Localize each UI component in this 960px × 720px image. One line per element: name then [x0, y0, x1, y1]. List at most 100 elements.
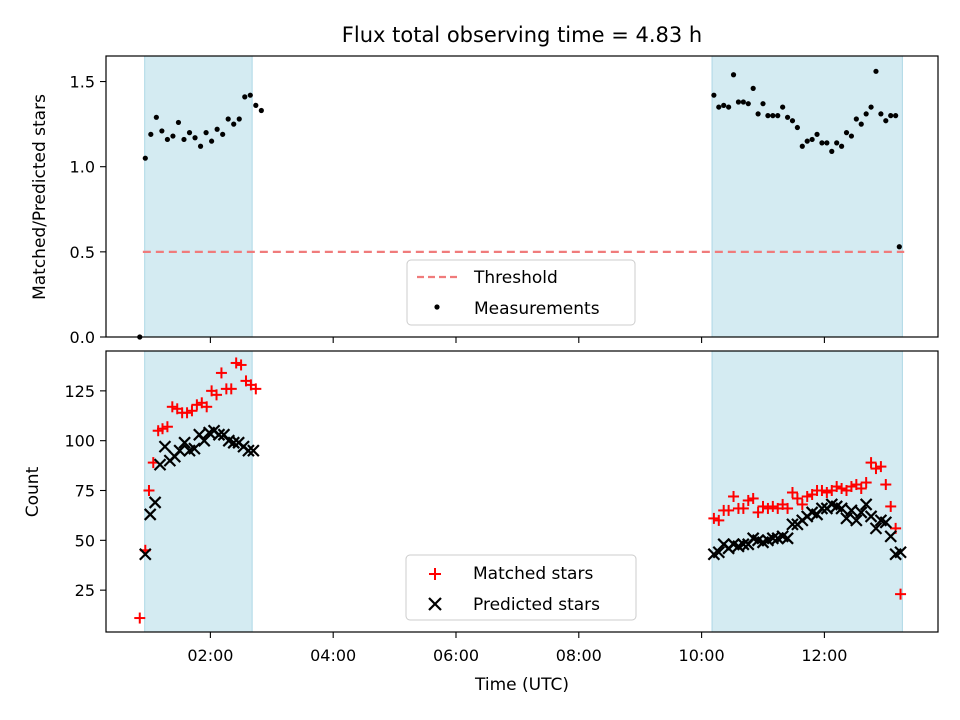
matched-star-point	[836, 483, 848, 495]
measurement-point	[750, 85, 756, 91]
ratio-legend: Threshold Measurements	[406, 259, 636, 326]
measurement-point	[197, 143, 204, 149]
matched-star-point	[742, 494, 754, 506]
y-tick-label: 25	[75, 581, 95, 600]
ratio-panel: 0.0 0.5 1.0 1.5 Matched/Predicted stars Thr…	[30, 55, 939, 347]
predicted-star-point	[786, 518, 799, 531]
measurement-point	[253, 102, 259, 108]
y-tick-label: 125	[64, 382, 95, 401]
observing-window-shade	[144, 350, 253, 633]
matched-star-point	[801, 490, 813, 502]
matched-star-point	[782, 502, 794, 514]
measurement-point	[799, 143, 805, 149]
measurement-point	[258, 107, 264, 114]
measurement-point	[726, 104, 732, 110]
matched-star-point	[895, 588, 907, 600]
measurement-point	[765, 113, 771, 119]
predicted-star-point	[247, 444, 260, 457]
measurement-point	[214, 126, 220, 132]
measurement-point	[755, 111, 761, 117]
matched-star-point	[156, 423, 168, 435]
ratio-panel-frame	[105, 55, 939, 338]
predicted-star-point	[158, 440, 172, 453]
matched-star-point	[161, 421, 173, 433]
predicted-star-point	[879, 516, 893, 529]
matched-star-point	[786, 486, 798, 498]
measurement-point	[730, 72, 737, 78]
predicted-star-point	[859, 498, 873, 511]
predicted-star-point	[242, 444, 255, 457]
x-tick-label: 10:00	[679, 646, 725, 665]
predicted-star-point	[835, 502, 848, 515]
matched-star-point	[816, 485, 828, 497]
measurement-point	[868, 104, 874, 110]
y-axis-label-count: Count	[23, 466, 43, 517]
measurement-point	[181, 136, 187, 143]
measurement-point	[735, 99, 742, 105]
predicted-star-point	[143, 508, 157, 521]
predicted-star-point	[737, 538, 750, 551]
predicted-legend-swatch	[428, 597, 442, 611]
measurement-point	[824, 140, 830, 146]
measurement-point	[853, 116, 859, 122]
predicted-star-point	[173, 444, 186, 457]
measurement-point	[242, 94, 248, 100]
measurement-point	[775, 113, 781, 119]
matched-star-point	[250, 383, 262, 395]
x-tick-label: 12:00	[801, 646, 847, 665]
measurement-point	[220, 131, 226, 137]
matched-star-point	[728, 490, 740, 502]
measurement-point	[873, 68, 879, 74]
measurement-point	[159, 128, 165, 134]
matched-star-point	[821, 486, 833, 498]
measurement-point	[175, 119, 182, 126]
matched-star-point	[235, 359, 247, 371]
measurement-point	[209, 138, 215, 144]
matched-star-point	[211, 389, 223, 401]
matched-star-point	[230, 357, 242, 369]
matched-star-point	[191, 399, 203, 411]
predicted-star-point	[869, 522, 883, 535]
predicted-star-point	[178, 436, 191, 449]
matched-star-point	[134, 612, 146, 624]
measurement-point	[809, 136, 815, 143]
measurement-point	[164, 136, 171, 143]
y-tick-label: 1.5	[70, 73, 95, 92]
matched-star-point	[215, 367, 227, 379]
measurement-point	[814, 131, 820, 137]
measurement-point	[843, 130, 850, 136]
matched-star-point	[870, 463, 882, 475]
predicted-star-point	[815, 502, 829, 515]
predicted-star-point	[188, 442, 201, 455]
observing-window-shade	[144, 55, 253, 338]
measurement-point	[716, 104, 722, 110]
measurement-point	[780, 104, 786, 110]
ratio-legend-box	[406, 259, 636, 326]
x-tick-label: 04:00	[310, 646, 356, 665]
matched-star-point	[757, 500, 769, 512]
matched-star-point	[166, 401, 178, 413]
measurement-point	[819, 140, 825, 146]
measurement-point	[745, 101, 751, 107]
matched-star-point	[143, 485, 155, 497]
matched-legend-label: Matched stars	[473, 564, 593, 584]
measurement-point	[186, 130, 193, 136]
measurement-point	[896, 244, 902, 250]
measurement-point	[760, 101, 766, 107]
predicted-star-point	[894, 546, 907, 559]
matched-star-point	[762, 502, 774, 514]
matched-star-point	[747, 492, 759, 504]
matched-star-point	[860, 477, 872, 489]
matched-star-point	[713, 514, 725, 526]
measurements-legend-label: Measurements	[474, 299, 600, 319]
matched-star-point	[831, 481, 843, 493]
measurement-point	[192, 135, 198, 141]
x-tick-label: 06:00	[433, 646, 479, 665]
measurement-point	[770, 113, 776, 119]
matched-star-point	[885, 500, 897, 512]
measurement-point	[153, 114, 159, 120]
matched-star-point	[865, 457, 877, 469]
matched-star-point	[723, 504, 735, 516]
matched-star-point	[752, 506, 764, 518]
